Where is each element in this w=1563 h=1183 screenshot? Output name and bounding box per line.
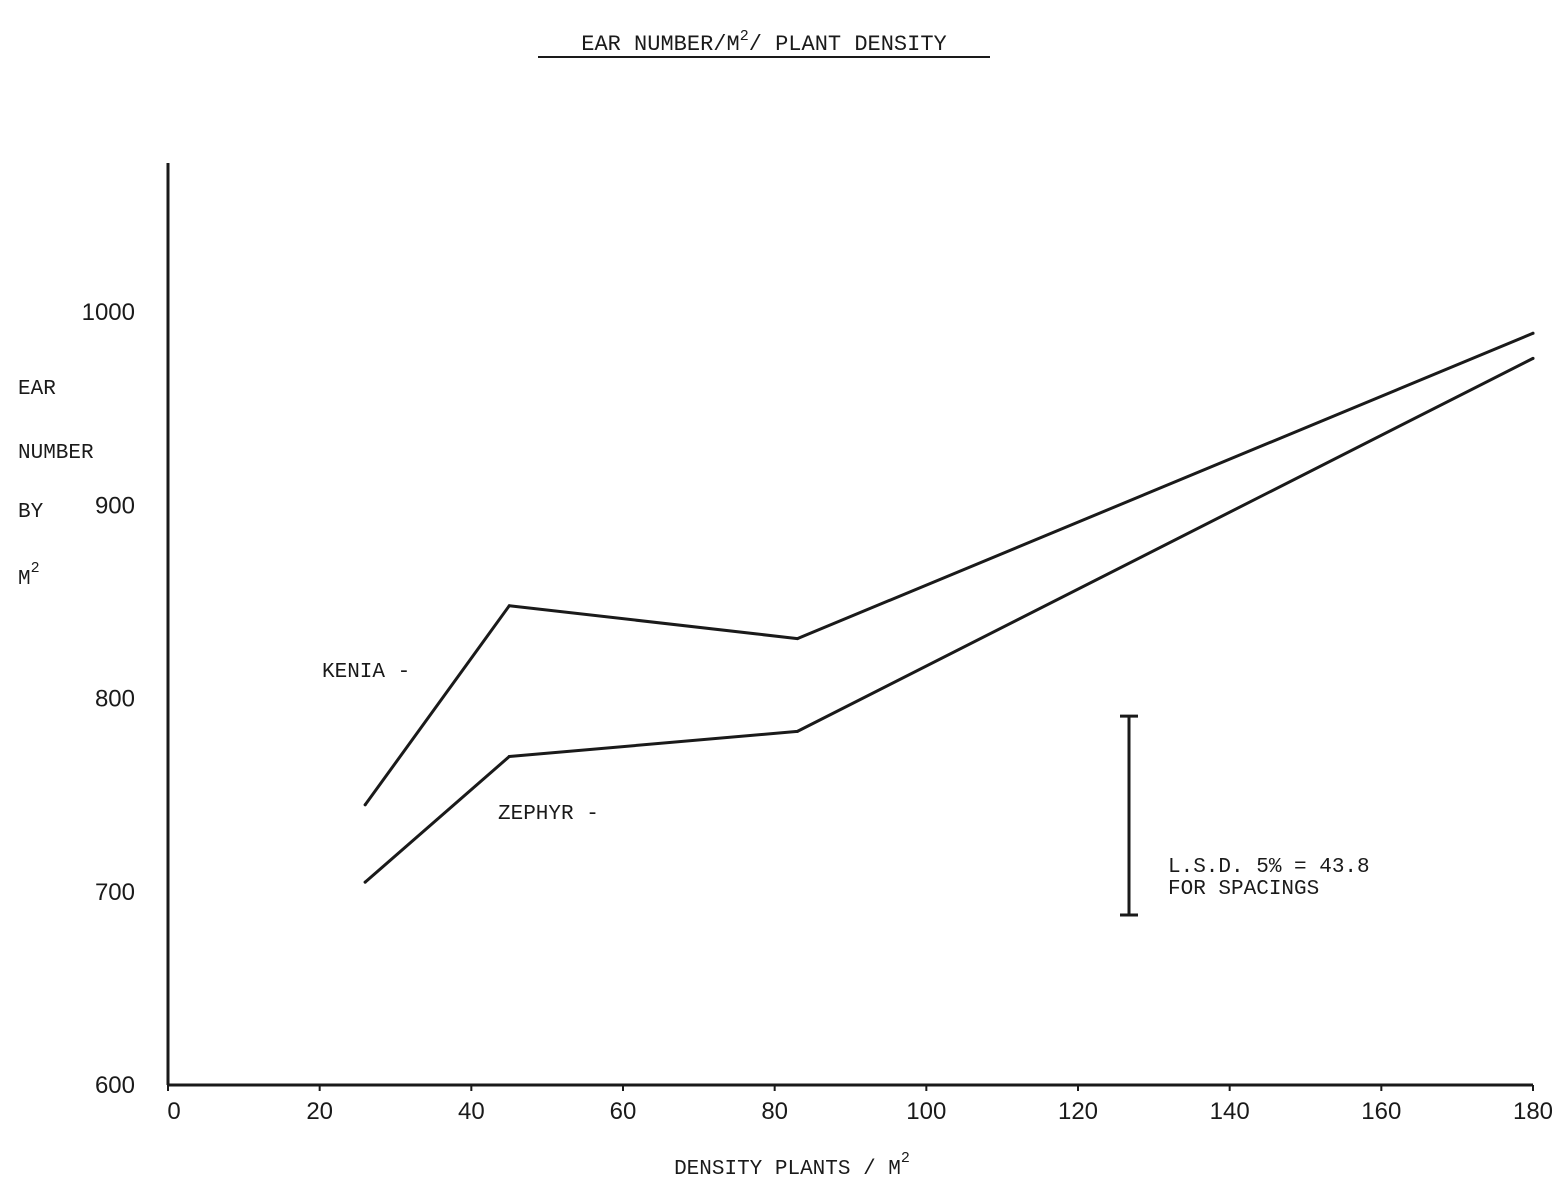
lsd-note: FOR SPACINGS xyxy=(1168,878,1319,901)
lsd-error-bar xyxy=(1120,714,1138,917)
data-point-zephyr-1 xyxy=(507,754,511,758)
chart-title: EAR NUMBER/M2/ PLANT DENSITY xyxy=(581,28,947,57)
data-point-zephyr-2 xyxy=(795,729,799,733)
x-tick-label-40: 40 xyxy=(458,1098,485,1125)
x-tick-label-120: 120 xyxy=(1058,1098,1098,1125)
y-tick-label-600: 600 xyxy=(95,1072,135,1099)
y-axis-title-line-3: BY xyxy=(18,501,44,524)
x-axis-title-main: DENSITY PLANTS / M xyxy=(674,1158,901,1181)
y-axis-title-line-1: EAR xyxy=(18,378,56,401)
data-point-kenia-2 xyxy=(795,637,799,641)
chart-title-main: EAR NUMBER/M xyxy=(581,32,739,57)
x-axis-title-superscript: 2 xyxy=(901,1150,910,1167)
data-point-kenia-1 xyxy=(507,604,511,608)
chart-title-superscript: 2 xyxy=(740,28,749,45)
data-point-kenia-0 xyxy=(363,803,367,807)
y-axis-title-line-4: M2 xyxy=(18,560,40,591)
x-tick-label-100: 100 xyxy=(906,1098,946,1125)
data-point-zephyr-3 xyxy=(1531,356,1535,360)
y-axis-title: EAR NUMBER BY M2 xyxy=(18,378,94,591)
x-tick-label-180: 180 xyxy=(1513,1098,1553,1125)
y-tick-label-700: 700 xyxy=(95,879,135,906)
series-line-kenia xyxy=(363,331,1535,807)
data-point-kenia-3 xyxy=(1531,331,1535,335)
x-tick-label-20: 20 xyxy=(306,1098,333,1125)
chart-title-rest: / PLANT DENSITY xyxy=(749,32,947,57)
x-tick-label-160: 160 xyxy=(1361,1098,1401,1125)
x-axis-title: DENSITY PLANTS / M2 xyxy=(674,1150,910,1181)
y-axis-title-line-2: NUMBER xyxy=(18,442,94,465)
series-label-kenia: KENIA - xyxy=(322,661,410,684)
y-tick-label-800: 800 xyxy=(95,686,135,713)
y-tick-label-900: 900 xyxy=(95,492,135,519)
data-point-zephyr-0 xyxy=(363,880,367,884)
x-tick-label-0: 0 xyxy=(167,1098,180,1125)
lsd-label: L.S.D. 5% = 43.8 xyxy=(1168,856,1370,879)
series-line-zephyr xyxy=(363,356,1535,884)
x-tick-label-140: 140 xyxy=(1210,1098,1250,1125)
x-tick-label-80: 80 xyxy=(761,1098,788,1125)
x-tick-label-60: 60 xyxy=(610,1098,637,1125)
y-axis-title-superscript: 2 xyxy=(31,560,40,577)
y-axis-title-unit: M xyxy=(18,568,31,591)
series-label-zephyr: ZEPHYR - xyxy=(498,803,599,826)
y-tick-label-1000: 1000 xyxy=(82,299,135,326)
